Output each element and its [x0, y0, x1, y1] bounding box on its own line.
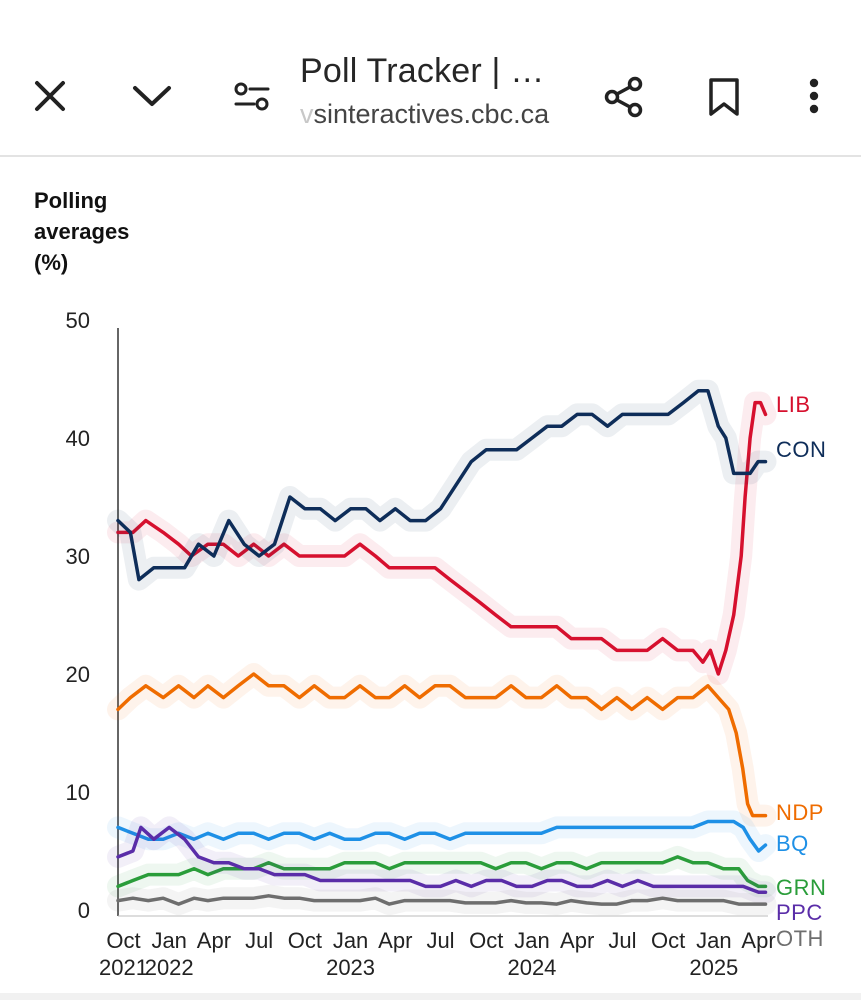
- y-tick-label: 30: [66, 544, 90, 569]
- x-tick-label: Apr: [560, 928, 594, 953]
- chart-heading-line: averages: [34, 219, 130, 244]
- y-tick-label: 20: [66, 662, 90, 687]
- x-tick-label: Jul: [608, 928, 636, 953]
- x-tick-label: Oct: [288, 928, 322, 953]
- x-tick-year-label: 2021: [99, 955, 148, 980]
- x-tick-label: Jan: [151, 928, 186, 953]
- y-tick-label: 0: [78, 898, 90, 923]
- y-tick-label: 10: [66, 780, 90, 805]
- x-tick-label: Jan: [514, 928, 549, 953]
- x-tick-label: Apr: [197, 928, 231, 953]
- y-tick-label: 50: [66, 308, 90, 333]
- series-line-ppc: [116, 825, 768, 895]
- page-info[interactable]: Poll Tracker | … vsinteractives.cbc.ca: [300, 52, 580, 130]
- bottom-strip: [0, 993, 861, 1000]
- x-tick-label: Apr: [741, 928, 775, 953]
- series-line-lib: [116, 400, 768, 676]
- x-tick-year-label: 2024: [507, 955, 556, 980]
- x-tick-label: Jan: [333, 928, 368, 953]
- x-tick-label: Jul: [426, 928, 454, 953]
- y-tick-label: 40: [66, 426, 90, 451]
- chart-heading: Polling averages (%): [34, 185, 174, 278]
- series-line-bq: [116, 819, 768, 853]
- bookmark-icon[interactable]: [708, 77, 740, 117]
- chevron-down-icon[interactable]: [132, 84, 172, 108]
- series-label-con: CON: [776, 437, 826, 462]
- url-host: sinteractives.cbc.ca: [313, 99, 550, 129]
- series-line-grn: [116, 855, 768, 889]
- close-icon[interactable]: [34, 80, 66, 112]
- browser-toolbar: Poll Tracker | … vsinteractives.cbc.ca: [0, 0, 861, 157]
- series-line-con: [116, 389, 768, 582]
- x-tick-label: Apr: [378, 928, 412, 953]
- more-vertical-icon[interactable]: [808, 78, 820, 114]
- x-tick-label: Oct: [651, 928, 685, 953]
- series-band-ndp: [107, 663, 777, 827]
- series-label-lib: LIB: [776, 392, 811, 417]
- series-label-grn: GRN: [776, 875, 826, 900]
- x-tick-label: Oct: [469, 928, 503, 953]
- x-tick-label: Jan: [696, 928, 731, 953]
- x-tick-year-label: 2022: [145, 955, 194, 980]
- x-tick-label: Jul: [245, 928, 273, 953]
- page-title: Poll Tracker | …: [300, 52, 545, 90]
- page-settings-icon[interactable]: [234, 82, 270, 112]
- series-line-oth: [116, 894, 768, 906]
- x-tick-year-label: 2025: [689, 955, 738, 980]
- share-icon[interactable]: [604, 76, 644, 118]
- x-tick-label: Oct: [106, 928, 140, 953]
- chart-heading-line: Polling: [34, 188, 108, 213]
- series-label-ndp: NDP: [776, 800, 824, 825]
- page-url: vsinteractives.cbc.ca: [300, 99, 580, 130]
- url-faded-prefix: v: [300, 99, 314, 129]
- chart-heading-line: (%): [34, 250, 69, 275]
- series-label-bq: BQ: [776, 831, 809, 856]
- series-label-oth: OTH: [776, 926, 824, 951]
- series-line-ndp: [116, 672, 768, 818]
- series-label-ppc: PPC: [776, 900, 823, 925]
- x-tick-year-label: 2023: [326, 955, 375, 980]
